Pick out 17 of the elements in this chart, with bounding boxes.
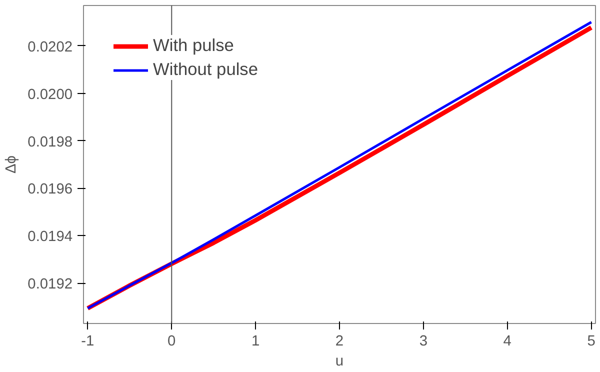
x-tick-label: 2: [335, 334, 344, 350]
x-tick-label: 3: [419, 334, 428, 350]
y-tick-label: 0.0192: [28, 276, 72, 293]
y-tick-label: 0.0198: [28, 134, 72, 150]
x-tick-label: -1: [81, 334, 94, 350]
x-tick-label: 4: [503, 334, 512, 350]
x-tick-label: 0: [168, 334, 176, 350]
x-tick-label: 5: [587, 334, 596, 350]
x-tick-label: 1: [251, 334, 260, 350]
y-tick-label: 0.0196: [28, 182, 72, 198]
legend-label: With pulse: [153, 35, 234, 56]
x-axis-title: u: [335, 354, 344, 370]
y-tick-label: 0.0194: [28, 229, 72, 246]
legend-label: Without pulse: [153, 59, 258, 80]
y-tick-label: 0.0200: [28, 86, 72, 103]
y-axis-title: Δϕ: [4, 156, 20, 174]
y-tick-label: 0.0202: [28, 39, 72, 56]
